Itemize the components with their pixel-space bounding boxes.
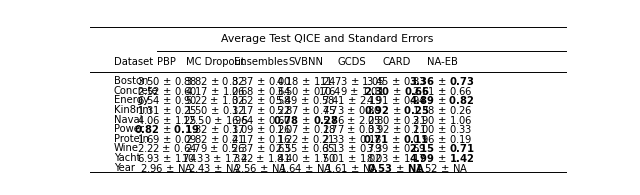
Text: Power: Power	[114, 124, 144, 134]
Text: Kin8nm: Kin8nm	[114, 105, 152, 115]
Text: 4.17 $\pm$ 1.06: 4.17 $\pm$ 1.06	[184, 85, 245, 97]
Text: 1.09 $\pm$ 0.26: 1.09 $\pm$ 0.26	[231, 123, 291, 135]
Text: 6.93 $\pm$ 1.74: 6.93 $\pm$ 1.74	[137, 152, 196, 164]
Text: 5.01 $\pm$ 1.02: 5.01 $\pm$ 1.02	[322, 152, 382, 164]
Text: 1.07 $\pm$ 0.28: 1.07 $\pm$ 0.28	[276, 123, 336, 135]
Text: 0.96 $\pm$ 0.19: 0.96 $\pm$ 0.19	[412, 133, 472, 145]
Text: 4.99 $\pm$ 1.42: 4.99 $\pm$ 1.42	[409, 152, 475, 164]
Text: 1.50 $\pm$ 0.32: 1.50 $\pm$ 0.32	[185, 104, 245, 116]
Text: 1.38 $\pm$ 0.26: 1.38 $\pm$ 0.26	[412, 104, 472, 116]
Text: 0.92 $\pm$ 0.21: 0.92 $\pm$ 0.21	[367, 123, 426, 135]
Text: 0.78 $\pm$ 0.28: 0.78 $\pm$ 0.28	[273, 114, 339, 126]
Text: 5.22 $\pm$ 1.02: 5.22 $\pm$ 1.02	[185, 94, 244, 106]
Text: 2.33 $\pm$ 0.18: 2.33 $\pm$ 0.18	[321, 133, 382, 145]
Text: GCDS: GCDS	[337, 57, 366, 67]
Text: 1.52 $\pm$ NA: 1.52 $\pm$ NA	[415, 162, 468, 174]
Text: Wine: Wine	[114, 144, 139, 153]
Text: 2.30 $\pm$ 0.66: 2.30 $\pm$ 0.66	[364, 85, 429, 97]
Text: 1.32 $\pm$ 0.37: 1.32 $\pm$ 0.37	[185, 123, 245, 135]
Text: CARD: CARD	[382, 57, 411, 67]
Text: 3.36 $\pm$ 0.73: 3.36 $\pm$ 0.73	[409, 75, 475, 87]
Text: 0.53 $\pm$ NA: 0.53 $\pm$ NA	[367, 162, 426, 174]
Text: 0.71 $\pm$ 0.11: 0.71 $\pm$ 0.11	[364, 133, 429, 145]
Text: 4.06 $\pm$ 1.25: 4.06 $\pm$ 1.25	[137, 114, 196, 126]
Text: 3.50 $\pm$ 0.88: 3.50 $\pm$ 0.88	[137, 75, 197, 87]
Text: 2.82 $\pm$ 0.41: 2.82 $\pm$ 0.41	[185, 133, 245, 145]
Text: 2.68 $\pm$ 0.64: 2.68 $\pm$ 0.64	[231, 85, 291, 97]
Text: 2.52 $\pm$ 0.60: 2.52 $\pm$ 0.60	[136, 85, 197, 97]
Text: 2.79 $\pm$ 0.56: 2.79 $\pm$ 0.56	[185, 143, 245, 154]
Text: NA-EB: NA-EB	[427, 57, 458, 67]
Text: 2.43 $\pm$ NA: 2.43 $\pm$ NA	[188, 162, 241, 174]
Text: 8.03 $\pm$ 1.17: 8.03 $\pm$ 1.17	[366, 152, 427, 164]
Text: Average Test QICE and Standard Errors: Average Test QICE and Standard Errors	[221, 34, 433, 44]
Text: 5.49 $\pm$ 0.58: 5.49 $\pm$ 0.58	[275, 94, 336, 106]
Text: 7.73 $\pm$ 0.80: 7.73 $\pm$ 0.80	[322, 104, 381, 116]
Text: 3.90 $\pm$ 1.06: 3.90 $\pm$ 1.06	[412, 114, 472, 126]
Text: Ensembles: Ensembles	[234, 57, 288, 67]
Text: Concrete: Concrete	[114, 86, 159, 96]
Text: 10.33 $\pm$ 1.34: 10.33 $\pm$ 1.34	[181, 152, 248, 164]
Text: 1.64 $\pm$ NA: 1.64 $\pm$ NA	[279, 162, 332, 174]
Text: 2.17 $\pm$ 0.16: 2.17 $\pm$ 0.16	[230, 133, 291, 145]
Text: 7.22 $\pm$ 1.41: 7.22 $\pm$ 1.41	[231, 152, 291, 164]
Text: 1.61 $\pm$ NA: 1.61 $\pm$ NA	[325, 162, 378, 174]
Text: 2.55 $\pm$ 0.65: 2.55 $\pm$ 0.65	[275, 143, 336, 154]
Text: 1.31 $\pm$ 0.25: 1.31 $\pm$ 0.25	[137, 104, 196, 116]
Text: 1.17 $\pm$ 0.22: 1.17 $\pm$ 0.22	[231, 104, 291, 116]
Text: 7.41 $\pm$ 2.19: 7.41 $\pm$ 2.19	[321, 94, 382, 106]
Text: 2.37 $\pm$ 0.63: 2.37 $\pm$ 0.63	[231, 143, 291, 154]
Text: 3.39 $\pm$ 0.69: 3.39 $\pm$ 0.69	[366, 143, 427, 154]
Text: Yacht: Yacht	[114, 153, 140, 163]
Text: 0.82 $\pm$ 0.19: 0.82 $\pm$ 0.19	[134, 123, 200, 135]
Text: 12.50 $\pm$ 1.95: 12.50 $\pm$ 1.95	[182, 114, 248, 126]
Text: Boston: Boston	[114, 76, 148, 86]
Text: MC Dropout: MC Dropout	[186, 57, 244, 67]
Text: 6.54 $\pm$ 0.90: 6.54 $\pm$ 0.90	[136, 94, 197, 106]
Text: 0.80 $\pm$ 0.21: 0.80 $\pm$ 0.21	[367, 114, 426, 126]
Text: 0.92 $\pm$ 0.25: 0.92 $\pm$ 0.25	[364, 104, 429, 116]
Text: Naval: Naval	[114, 115, 142, 125]
Text: 2.22 $\pm$ 0.64: 2.22 $\pm$ 0.64	[137, 143, 197, 154]
Text: 10.49 $\pm$ 1.01: 10.49 $\pm$ 1.01	[319, 85, 385, 97]
Text: Dataset: Dataset	[114, 57, 153, 67]
Text: 3.62 $\pm$ 0.58: 3.62 $\pm$ 0.58	[231, 94, 291, 106]
Text: 1.77 $\pm$ 0.33: 1.77 $\pm$ 0.33	[322, 123, 381, 135]
Text: 3.13 $\pm$ 0.79: 3.13 $\pm$ 0.79	[322, 143, 381, 154]
Text: SVBNN: SVBNN	[288, 57, 323, 67]
Text: 5.76 $\pm$ 2.25: 5.76 $\pm$ 2.25	[322, 114, 381, 126]
Text: Energy: Energy	[114, 95, 148, 105]
Text: 2.51 $\pm$ 0.66: 2.51 $\pm$ 0.66	[412, 85, 472, 97]
Text: 3.82 $\pm$ 0.82: 3.82 $\pm$ 0.82	[185, 75, 244, 87]
Text: 4.89 $\pm$ 0.82: 4.89 $\pm$ 0.82	[410, 94, 475, 106]
Text: 3.37 $\pm$ 0.00: 3.37 $\pm$ 0.00	[231, 75, 291, 87]
Text: PBP: PBP	[157, 57, 176, 67]
Text: 4.18 $\pm$ 1.24: 4.18 $\pm$ 1.24	[276, 75, 336, 87]
Text: 6.64 $\pm$ 0.60: 6.64 $\pm$ 0.60	[231, 114, 291, 126]
Text: Protein: Protein	[114, 134, 148, 144]
Text: 2.96 $\pm$ NA: 2.96 $\pm$ NA	[140, 162, 193, 174]
Text: 2.15 $\pm$ 0.71: 2.15 $\pm$ 0.71	[409, 143, 475, 154]
Text: 1.69 $\pm$ 0.09: 1.69 $\pm$ 0.09	[136, 133, 197, 145]
Text: Year: Year	[114, 163, 135, 173]
Text: 1.22 $\pm$ 0.21: 1.22 $\pm$ 0.21	[276, 133, 335, 145]
Text: 5.87 $\pm$ 0.45: 5.87 $\pm$ 0.45	[276, 104, 336, 116]
Text: 1.00 $\pm$ 0.33: 1.00 $\pm$ 0.33	[412, 123, 472, 135]
Text: 4.91 $\pm$ 0.94: 4.91 $\pm$ 0.94	[366, 94, 427, 106]
Text: 11.73 $\pm$ 1.05: 11.73 $\pm$ 1.05	[319, 75, 385, 87]
Text: 8.40 $\pm$ 1.70: 8.40 $\pm$ 1.70	[276, 152, 335, 164]
Text: 3.50 $\pm$ 0.76: 3.50 $\pm$ 0.76	[276, 85, 335, 97]
Text: 3.45 $\pm$ 0.83: 3.45 $\pm$ 0.83	[366, 75, 426, 87]
Text: 2.56 $\pm$ NA: 2.56 $\pm$ NA	[234, 162, 287, 174]
